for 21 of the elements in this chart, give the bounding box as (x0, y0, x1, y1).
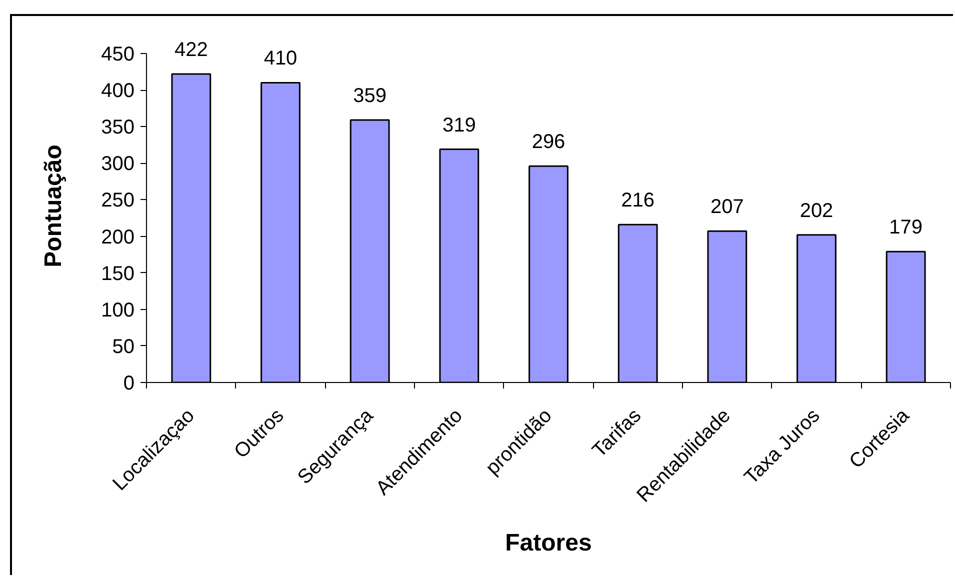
data-label: 179 (889, 216, 923, 239)
y-tick-label: 350 (101, 116, 135, 139)
y-tick-label: 300 (101, 153, 135, 176)
y-tick-label: 450 (101, 44, 135, 66)
data-label: 410 (264, 48, 298, 70)
data-label: 422 (174, 38, 208, 61)
y-tick-label: 50 (112, 336, 135, 358)
y-axis-title: Pontuação (40, 144, 68, 268)
data-label: 202 (800, 200, 834, 222)
y-tick-label: 250 (101, 190, 135, 212)
data-label: 296 (532, 131, 566, 154)
data-label: 207 (710, 196, 744, 218)
x-axis-title: Fatores (505, 530, 592, 557)
data-label: 216 (621, 190, 655, 212)
y-tick-label: 150 (101, 262, 135, 285)
y-tick-label: 400 (101, 80, 135, 102)
y-tick-label: 200 (101, 226, 135, 248)
y-tick-label: 0 (123, 372, 134, 394)
data-label: 319 (442, 114, 476, 136)
data-label: 359 (353, 85, 387, 108)
y-tick-label: 100 (101, 299, 135, 322)
